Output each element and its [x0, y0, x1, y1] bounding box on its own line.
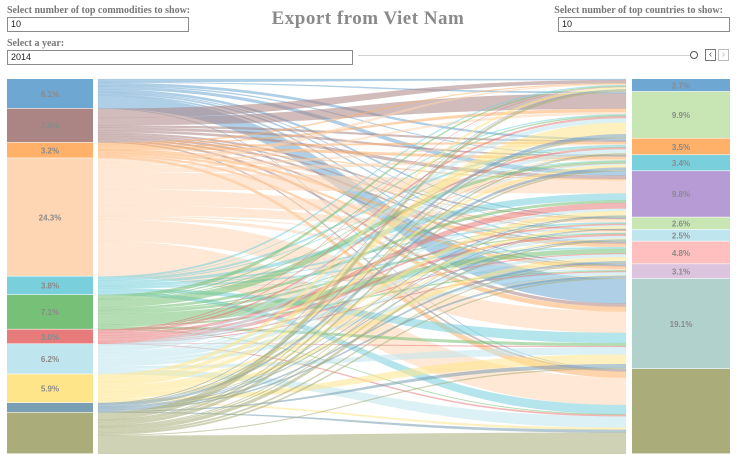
commodity-node[interactable] [7, 402, 93, 413]
country-node[interactable] [632, 217, 730, 230]
flow-link [97, 205, 627, 234]
commodity-share-label: 6.1% [41, 90, 59, 99]
flow-link [97, 240, 627, 432]
commodity-share-label: 6.2% [41, 355, 59, 364]
commodity-share-label: 3.8% [41, 282, 59, 291]
country-share-label: 2.5% [672, 232, 690, 241]
flow-link [97, 226, 627, 393]
country-node[interactable] [632, 171, 730, 217]
country-node[interactable] [632, 155, 730, 171]
flow-link [97, 164, 627, 387]
commodity-node[interactable] [7, 294, 93, 329]
page-title: Export from Viet Nam [271, 8, 465, 29]
country-share-label: 2.7% [672, 81, 690, 90]
flow-link [97, 189, 627, 223]
country-node[interactable] [632, 241, 730, 264]
flow-link [97, 84, 627, 279]
previous-year-button[interactable]: ‹ [705, 49, 716, 61]
flow-link [97, 153, 627, 423]
year-slider-handle[interactable] [690, 51, 698, 59]
commodity-node[interactable] [7, 158, 93, 276]
commodities-count-label: Select number of top commodities to show… [7, 5, 191, 16]
flow-link [97, 147, 627, 333]
flow-link [97, 216, 627, 427]
country-node[interactable] [632, 264, 730, 279]
country-share-label: 19.1% [670, 320, 693, 329]
country-share-label: 9.8% [672, 190, 690, 199]
flow-link [97, 229, 627, 428]
flow-link [97, 83, 627, 164]
flow-link [97, 137, 627, 421]
year-input[interactable]: 2014 [7, 50, 353, 65]
flow-link [97, 78, 627, 83]
flow-link [97, 193, 627, 284]
source-nodes: 6.1% 7.0% 3.2% 24.3% 3.8% 7.1% 3.0% 6.2% 5.9% [7, 79, 93, 454]
flow-link [97, 143, 627, 169]
country-share-label: 3.1% [672, 267, 690, 276]
flow-link [97, 210, 627, 389]
commodity-node[interactable] [7, 142, 93, 158]
country-share-label: 2.6% [672, 220, 690, 229]
flow-link [97, 277, 627, 436]
countries-count-label: Select number of top countries to show: [554, 5, 723, 16]
commodity-node[interactable] [7, 344, 93, 374]
flow-link [97, 160, 627, 282]
commodity-share-label: 24.3% [39, 213, 62, 222]
flow-link [97, 169, 627, 426]
commodity-node[interactable] [7, 276, 93, 295]
flow-link [97, 93, 627, 126]
commodity-share-label: 3.2% [41, 146, 59, 155]
flow-link [97, 114, 627, 279]
flow-link [97, 432, 627, 454]
commodity-share-label: 5.9% [41, 385, 59, 394]
commodity-node[interactable] [7, 79, 93, 109]
flow-link [97, 354, 627, 403]
country-node[interactable] [632, 91, 730, 138]
country-node[interactable] [632, 368, 730, 454]
flow-link [97, 85, 627, 299]
flow-link [97, 263, 627, 434]
country-node[interactable] [632, 79, 730, 92]
commodity-share-label: 3.0% [41, 333, 59, 342]
flow-link [97, 116, 627, 332]
year-label: Select a year: [7, 38, 65, 49]
flow-link [97, 79, 627, 119]
flow-link [97, 92, 627, 243]
target-nodes: 2.7% 9.9% 3.5% 3.4% 9.8% 2.6% 2.5% 4.8% 3.1% 19.1… [632, 79, 730, 454]
flow-link [97, 216, 627, 271]
country-share-label: 3.5% [672, 143, 690, 152]
country-share-label: 9.9% [672, 111, 690, 120]
flow-links [97, 78, 627, 454]
flow-link [97, 367, 627, 436]
countries-count-input[interactable]: 10 [558, 17, 730, 32]
country-node[interactable] [632, 278, 730, 369]
commodity-node[interactable] [7, 412, 93, 454]
country-share-label: 3.4% [672, 159, 690, 168]
flow-link [97, 148, 627, 350]
commodities-count-input[interactable]: 10 [7, 17, 189, 32]
flow-link [97, 111, 627, 166]
flow-link [97, 89, 627, 420]
flow-link [97, 401, 627, 430]
country-node[interactable] [632, 229, 730, 241]
country-node[interactable] [632, 138, 730, 155]
commodity-share-label: 7.1% [41, 308, 59, 317]
commodity-node[interactable] [7, 108, 93, 143]
commodity-node[interactable] [7, 329, 93, 344]
year-slider-track[interactable] [358, 55, 694, 56]
next-year-button[interactable]: › [718, 49, 729, 61]
country-share-label: 4.8% [672, 249, 690, 258]
commodity-share-label: 7.0% [41, 122, 59, 131]
commodity-node[interactable] [7, 374, 93, 403]
